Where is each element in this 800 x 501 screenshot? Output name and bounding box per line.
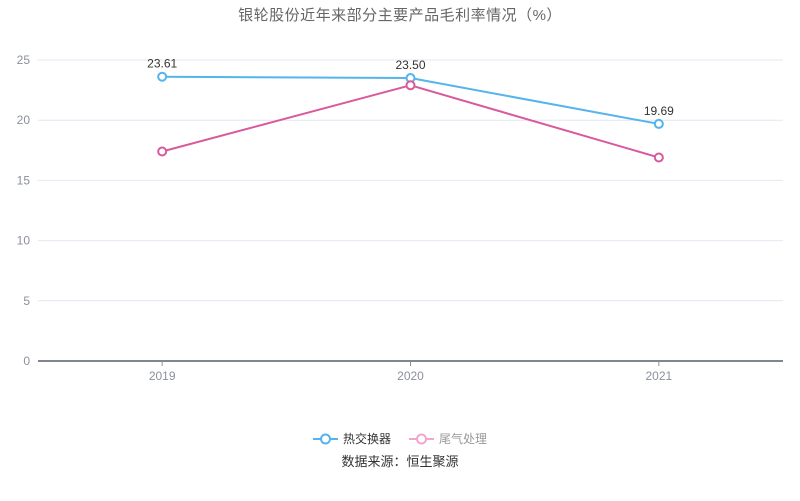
data-source: 数据来源：恒生聚源 [341,454,459,469]
x-axis-tick-label: 2021 [645,369,672,383]
data-point-label: 23.61 [147,57,177,71]
data-point [405,80,416,91]
x-axis-tick-label: 2019 [149,369,176,383]
line-chart: 0 5 10 15 20 25 2019 2020 2021 23.61 23.50 19.69 [17,53,783,383]
y-axis-tick-label: 5 [23,294,30,308]
legend-marker-icon [312,433,338,444]
series-line-1 [161,84,660,159]
legend-item-1[interactable]: 尾气处理 [409,430,487,447]
y-axis-tick-label: 0 [23,354,30,368]
data-point [157,146,168,157]
legend-marker-icon [409,433,434,444]
chart-title: 银轮股份近年来部分主要产品毛利率情况（%） [238,7,562,24]
y-axis-tick-label: 10 [17,234,31,248]
y-axis-tick-label: 25 [17,53,31,67]
data-point-label: 23.50 [395,58,425,72]
y-axis-tick-label: 15 [17,173,31,187]
chart-legend: 热交换器 尾气处理 [0,430,800,447]
data-point-label: 19.69 [644,104,674,118]
data-point [653,118,664,129]
y-axis-tick-label: 20 [17,113,31,127]
x-axis-tick-label: 2020 [397,369,424,383]
legend-item-label: 热交换器 [342,432,391,446]
data-point [653,152,664,163]
legend-item-0[interactable]: 热交换器 [312,430,391,447]
legend-item-label: 尾气处理 [439,432,488,446]
data-point [157,71,168,82]
